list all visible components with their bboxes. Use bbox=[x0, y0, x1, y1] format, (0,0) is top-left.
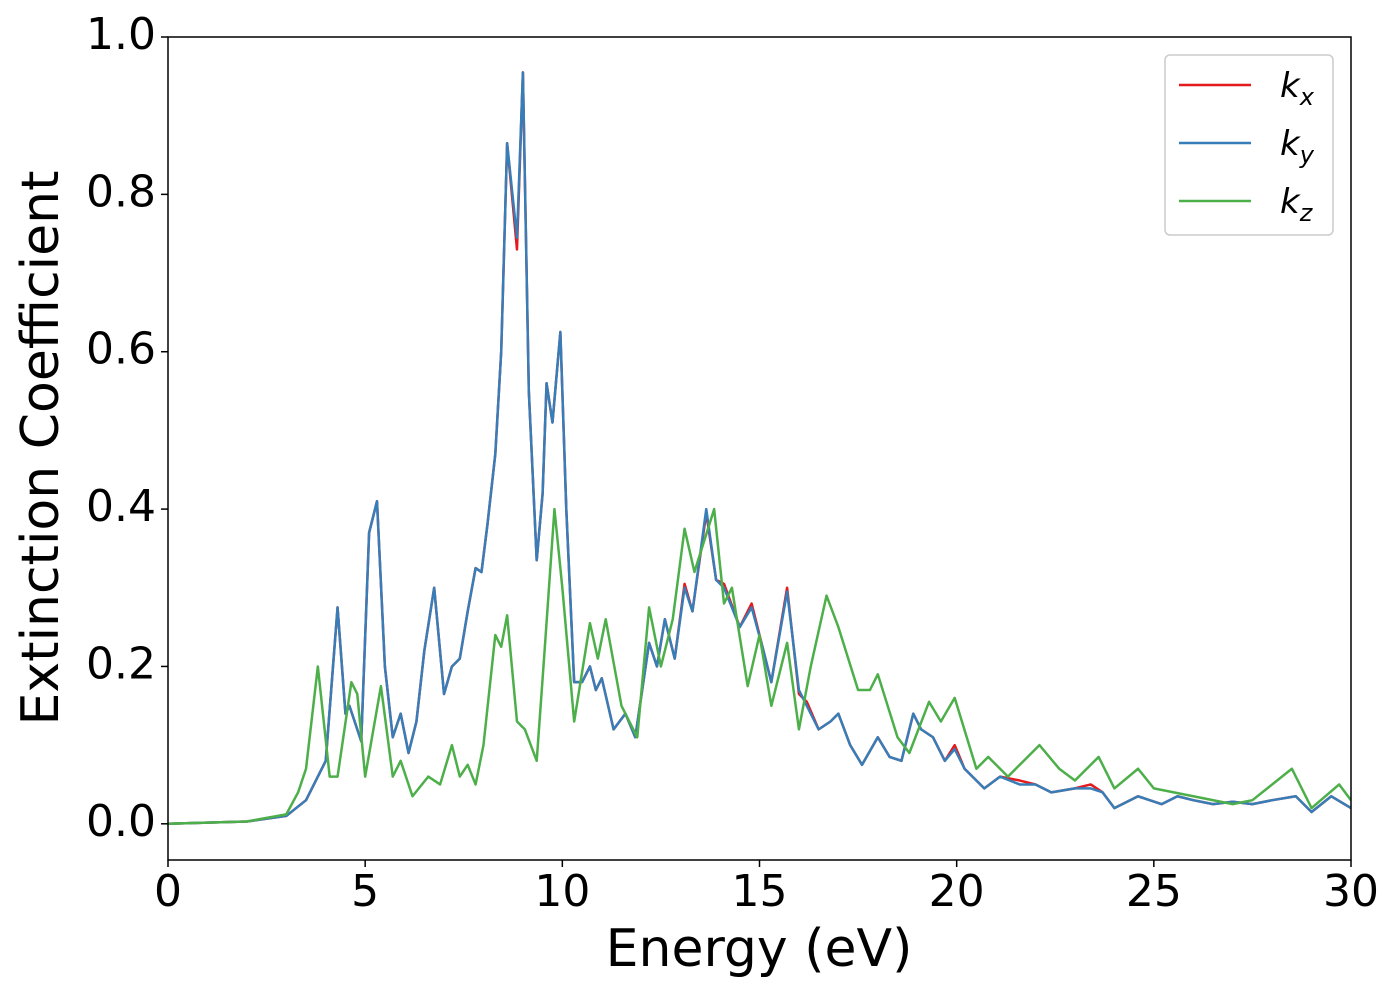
x-axis-label: Energy (eV) bbox=[606, 919, 913, 979]
x-tick-label: 20 bbox=[929, 866, 985, 917]
y-tick-label: 0.4 bbox=[86, 481, 156, 532]
x-tick-label: 10 bbox=[534, 866, 590, 917]
legend-subscript: x bbox=[1299, 83, 1315, 111]
x-tick-label: 0 bbox=[154, 866, 182, 917]
x-tick-label: 25 bbox=[1126, 866, 1182, 917]
y-tick-label: 0.6 bbox=[86, 324, 156, 375]
y-tick-label: 1.0 bbox=[86, 9, 156, 60]
legend-subscript: y bbox=[1299, 141, 1315, 169]
x-tick-label: 30 bbox=[1323, 866, 1379, 917]
legend-box bbox=[1164, 54, 1334, 236]
series-line bbox=[168, 507, 1351, 826]
x-tick-label: 15 bbox=[732, 866, 788, 917]
plot-frame bbox=[167, 36, 1352, 861]
x-tick-label: 5 bbox=[351, 866, 379, 917]
y-tick-label: 0.0 bbox=[86, 796, 156, 847]
y-axis-label: Extinction Coefficient bbox=[11, 171, 71, 726]
legend-label: kx bbox=[1280, 66, 1315, 111]
series-line bbox=[168, 71, 1351, 826]
y-tick-label: 0.2 bbox=[86, 638, 156, 689]
legend-label: ky bbox=[1280, 124, 1315, 169]
y-tick-label: 0.8 bbox=[86, 166, 156, 217]
legend-subscript: z bbox=[1299, 199, 1314, 227]
